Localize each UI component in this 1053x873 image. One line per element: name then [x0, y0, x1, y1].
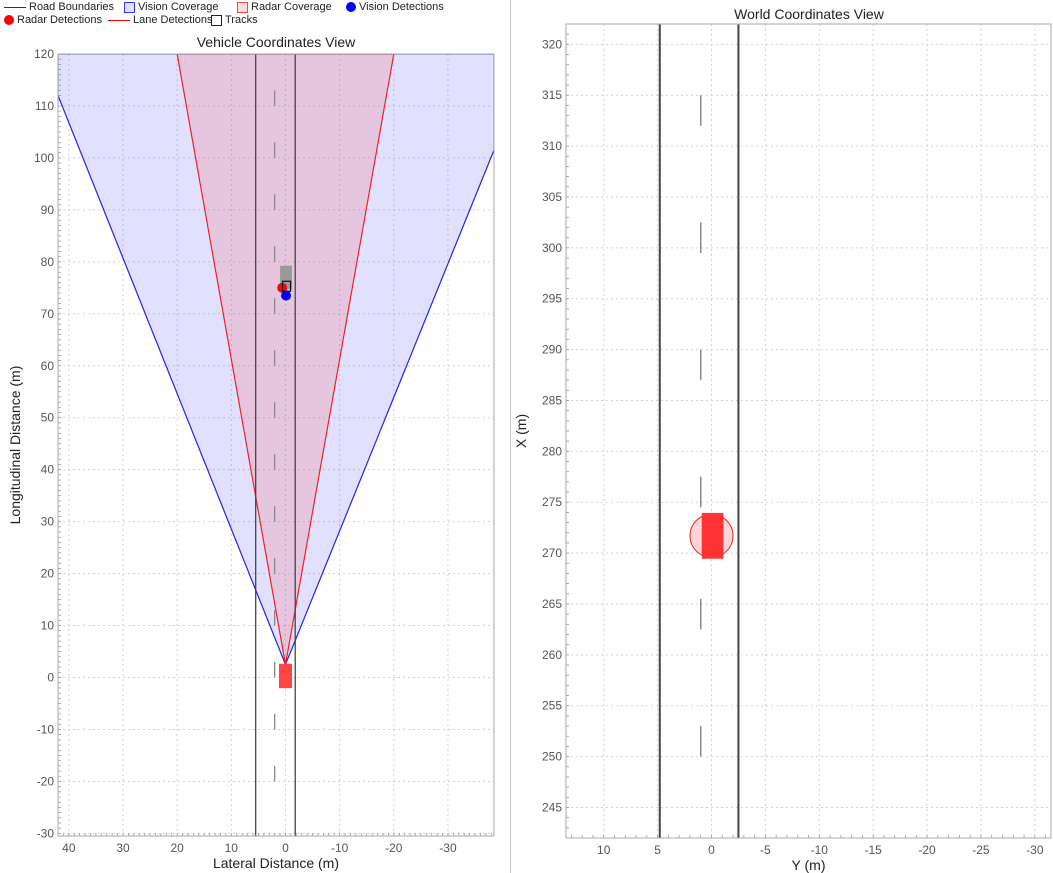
track-marker	[281, 280, 292, 292]
y-tick-label: 100	[34, 151, 54, 165]
x-tick-label: -20	[385, 841, 403, 855]
legend-symbol	[4, 6, 26, 8]
legend-item: Radar Detections	[4, 14, 102, 26]
y-tick-label: 265	[542, 597, 562, 611]
ego-vehicle	[701, 512, 724, 559]
legend-symbol	[346, 2, 356, 12]
x-tick-label: 40	[62, 841, 76, 855]
legend-symbol	[4, 15, 14, 25]
y-tick-label: 90	[41, 203, 55, 217]
x-tick-label: 10	[597, 843, 611, 857]
legend-label: Tracks	[225, 14, 258, 26]
y-tick-label: 290	[542, 343, 562, 357]
x-tick-label: -30	[1026, 843, 1044, 857]
x-tick-label: 20	[170, 841, 184, 855]
y-tick-label: 110	[35, 99, 54, 113]
x-tick-label: -10	[811, 843, 829, 857]
y-tick-label: 60	[41, 359, 55, 373]
plot-area	[658, 24, 740, 838]
y-tick-label: 280	[542, 444, 562, 458]
plot-frame	[57, 53, 495, 837]
y-tick-label: 315	[542, 88, 562, 102]
x-tick-label: 10	[225, 841, 239, 855]
legend-symbol	[124, 1, 135, 13]
x-tick-label: -5	[760, 843, 771, 857]
y-tick-label: 310	[542, 139, 562, 153]
panel-divider	[510, 0, 511, 873]
y-tick-label: 250	[542, 750, 562, 764]
y-tick-label: 260	[542, 648, 562, 662]
vehicle-view-title: Vehicle Coordinates View	[196, 34, 356, 50]
x-tick-label: -25	[972, 843, 990, 857]
legend: Road Boundaries Vision Coverage Radar Cove…	[4, 0, 504, 30]
y-tick-label: 0	[47, 671, 54, 685]
plot-area	[58, 54, 494, 836]
y-tick-label: 255	[542, 699, 562, 713]
radar-coverage-area	[176, 54, 395, 665]
y-tick-label: 295	[542, 292, 562, 306]
legend-item: Radar Coverage	[237, 1, 332, 13]
x-tick-label: -15	[864, 843, 882, 857]
vehicle-coordinates-chart: 40 30 20 10 0 -10 -20 -30-30-20-100102030405060…	[7, 47, 495, 871]
plot-frame	[565, 23, 1052, 839]
x-axis-label: Y (m)	[792, 857, 826, 873]
legend-label: Vision Detections	[359, 1, 444, 13]
y-tick-label: 245	[542, 800, 562, 814]
world-coordinates-chart: 10 5 0 -5 -10 -15 -20 -25 -30 245 250 255 260 265 270 2…	[513, 23, 1052, 873]
legend-symbol	[237, 1, 248, 13]
vision-coverage-area	[58, 54, 494, 667]
y-tick-label: 10	[41, 619, 55, 633]
y-tick-label: 120	[34, 47, 54, 61]
y-tick-label: 320	[542, 37, 562, 51]
legend-item: Lane Detections	[108, 14, 213, 26]
y-axis-label: Longitudinal Distance (m)	[7, 366, 23, 525]
ego-vehicle	[278, 663, 292, 689]
legend-item: Vision Coverage	[124, 1, 219, 13]
y-tick-label: -20	[37, 774, 55, 788]
x-tick-label: -10	[331, 841, 349, 855]
y-tick-label: 270	[542, 546, 562, 560]
y-tick-label: 20	[41, 567, 55, 581]
legend-label: Radar Coverage	[251, 1, 332, 13]
legend-symbol	[108, 19, 130, 21]
y-tick-label: 30	[41, 515, 55, 529]
y-tick-label: 80	[41, 255, 55, 269]
legend-item: Road Boundaries	[4, 1, 114, 13]
y-axis-label: X (m)	[513, 414, 529, 448]
x-tick-label: -20	[918, 843, 936, 857]
y-tick-label: -30	[37, 826, 55, 840]
legend-item: Tracks	[211, 14, 258, 26]
vision-detection	[281, 290, 292, 301]
y-tick-label: 40	[41, 463, 55, 477]
legend-label: Vision Coverage	[138, 1, 219, 13]
x-tick-label: 5	[654, 843, 661, 857]
x-tick-label: -30	[439, 841, 457, 855]
legend-label: Radar Detections	[17, 14, 102, 26]
x-tick-label: 30	[116, 841, 130, 855]
legend-symbol	[211, 14, 222, 26]
target-vehicle	[280, 265, 292, 290]
legend-item: Vision Detections	[346, 1, 444, 13]
y-tick-label: 50	[41, 411, 55, 425]
world-view-title: World Coordinates View	[734, 6, 884, 22]
legend-label: Lane Detections	[133, 14, 213, 26]
y-tick-label: 285	[542, 393, 562, 407]
y-tick-label: 305	[542, 190, 562, 204]
x-tick-label: 0	[282, 841, 289, 855]
y-tick-label: 300	[542, 241, 562, 255]
y-tick-label: 275	[542, 495, 562, 509]
x-tick-label: 0	[708, 843, 715, 857]
y-tick-label: -10	[37, 722, 55, 736]
y-tick-label: 70	[41, 307, 55, 321]
x-axis-label: Lateral Distance (m)	[213, 855, 339, 871]
legend-label: Road Boundaries	[29, 1, 115, 13]
